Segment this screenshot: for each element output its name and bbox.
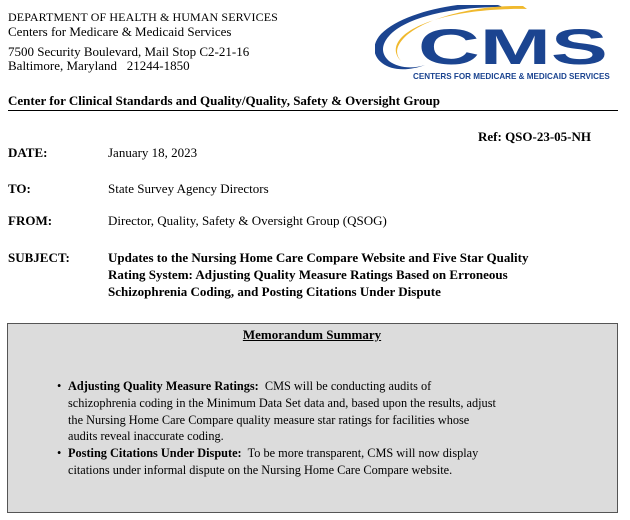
svg-text:CMS: CMS xyxy=(418,19,608,75)
svg-text:CENTERS FOR MEDICARE & MEDICAI: CENTERS FOR MEDICARE & MEDICAID SERVICES xyxy=(413,72,610,81)
